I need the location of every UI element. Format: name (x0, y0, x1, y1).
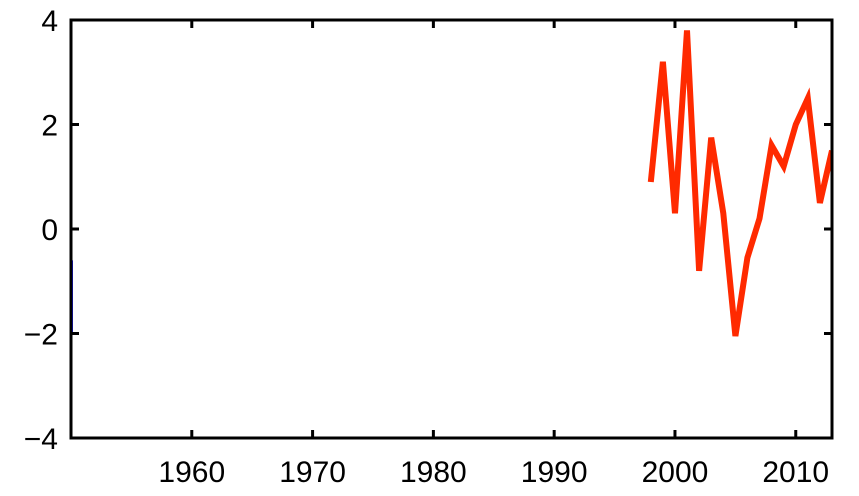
plot-area (71, 30, 832, 337)
x-tick-label: 1980 (400, 456, 467, 489)
y-tick-label: 2 (41, 110, 58, 143)
y-tick-label: 0 (41, 214, 58, 247)
x-tick-label: 1970 (279, 456, 346, 489)
y-tick-label: −4 (24, 423, 58, 456)
x-tick-label: 2010 (762, 456, 829, 489)
axes: 1960 1970 1980 1990 2000 2010 4 2 0 −2 −4 (24, 5, 834, 489)
y-tick-label: −2 (24, 319, 58, 352)
x-tick-label: 1960 (158, 456, 225, 489)
x-tick-label: 1990 (521, 456, 588, 489)
y-tick-label: 4 (41, 5, 58, 38)
x-tick-label: 2000 (642, 456, 709, 489)
series-line-2 (647, 30, 832, 337)
axes-frame (69, 18, 834, 440)
